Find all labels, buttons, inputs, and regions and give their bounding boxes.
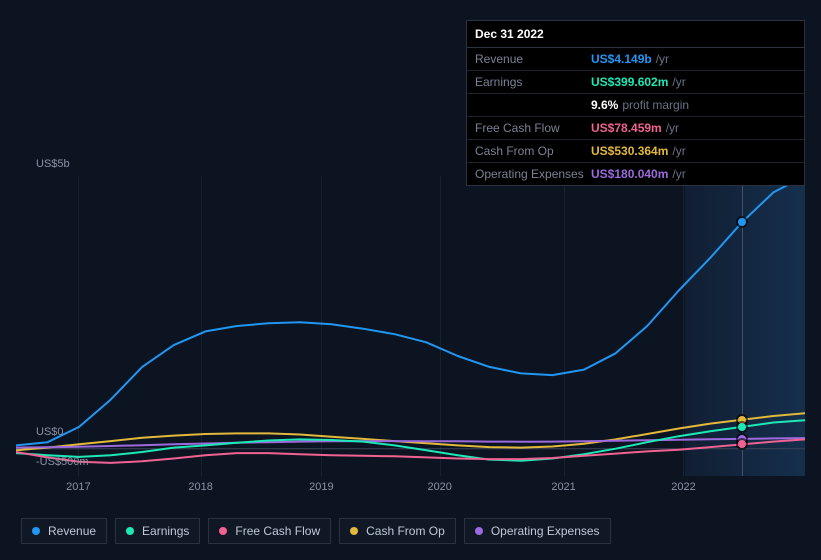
x-axis-tick: 2020: [427, 481, 451, 493]
series-highlight-point-earnings: [738, 423, 746, 431]
legend-item-fcf[interactable]: Free Cash Flow: [208, 518, 331, 544]
legend: Revenue Earnings Free Cash Flow Cash From O…: [21, 518, 611, 544]
tooltip-rows: RevenueUS$4.149b/yrEarningsUS$399.602m/y…: [467, 48, 804, 185]
chart-area[interactable]: US$5b US$0 -US$500m: [16, 158, 805, 478]
tooltip-row-label: Cash From Op: [475, 144, 591, 158]
legend-dot-icon: [219, 527, 227, 535]
legend-dot-icon: [126, 527, 134, 535]
series-highlight-point-fcf: [738, 440, 746, 448]
tooltip-row-label: Earnings: [475, 75, 591, 89]
tooltip-row-suffix: /yr: [672, 75, 685, 89]
legend-item-label: Cash From Op: [366, 524, 445, 538]
line-series-svg: [16, 176, 805, 476]
legend-item-revenue[interactable]: Revenue: [21, 518, 107, 544]
tooltip-row: Free Cash FlowUS$78.459m/yr: [467, 117, 804, 140]
tooltip-row-value: US$530.364m: [591, 144, 668, 158]
legend-item-label: Free Cash Flow: [235, 524, 320, 538]
x-axis-tick: 2018: [188, 481, 212, 493]
tooltip-subrow-label: profit margin: [622, 98, 689, 112]
tooltip-row-suffix: /yr: [666, 121, 679, 135]
legend-item-label: Revenue: [48, 524, 96, 538]
x-axis-tick: 2019: [309, 481, 333, 493]
tooltip-subrow: 9.6% profit margin: [467, 94, 804, 117]
x-axis-tick: 2021: [551, 481, 575, 493]
chart-tooltip: Dec 31 2022 RevenueUS$4.149b/yrEarningsU…: [466, 20, 805, 186]
y-axis-label-top: US$5b: [36, 158, 70, 170]
tooltip-row-suffix: /yr: [672, 144, 685, 158]
tooltip-row: Cash From OpUS$530.364m/yr: [467, 140, 804, 163]
x-axis-tick: 2017: [66, 481, 90, 493]
tooltip-row: RevenueUS$4.149b/yr: [467, 48, 804, 71]
tooltip-row-value: US$399.602m: [591, 75, 668, 89]
tooltip-row-label: Operating Expenses: [475, 167, 591, 181]
y-axis-label-bottom: -US$500m: [36, 456, 89, 468]
tooltip-subrow-value: 9.6%: [591, 98, 618, 112]
tooltip-row-value: US$78.459m: [591, 121, 662, 135]
series-line-revenue: [16, 176, 805, 445]
legend-item-label: Operating Expenses: [491, 524, 600, 538]
financials-chart-panel: Dec 31 2022 RevenueUS$4.149b/yrEarningsU…: [0, 0, 821, 560]
plot-area: [16, 176, 805, 476]
legend-item-cfo[interactable]: Cash From Op: [339, 518, 456, 544]
y-axis-label-zero: US$0: [36, 426, 64, 438]
legend-dot-icon: [475, 527, 483, 535]
legend-item-label: Earnings: [142, 524, 189, 538]
legend-dot-icon: [350, 527, 358, 535]
tooltip-row-label: Revenue: [475, 52, 591, 66]
tooltip-row-value: US$180.040m: [591, 167, 668, 181]
tooltip-row-value: US$4.149b: [591, 52, 652, 66]
tooltip-row-suffix: /yr: [656, 52, 669, 66]
x-axis-tick: 2022: [671, 481, 695, 493]
tooltip-row-label: Free Cash Flow: [475, 121, 591, 135]
legend-item-earnings[interactable]: Earnings: [115, 518, 200, 544]
tooltip-row-suffix: /yr: [672, 167, 685, 181]
legend-item-opex[interactable]: Operating Expenses: [464, 518, 611, 544]
legend-dot-icon: [32, 527, 40, 535]
x-axis: 2017 2018 2019 2020 2021 2022: [16, 481, 805, 499]
tooltip-row: Operating ExpensesUS$180.040m/yr: [467, 163, 804, 185]
tooltip-date: Dec 31 2022: [467, 21, 804, 48]
series-highlight-point-revenue: [738, 218, 746, 226]
tooltip-row: EarningsUS$399.602m/yr: [467, 71, 804, 94]
